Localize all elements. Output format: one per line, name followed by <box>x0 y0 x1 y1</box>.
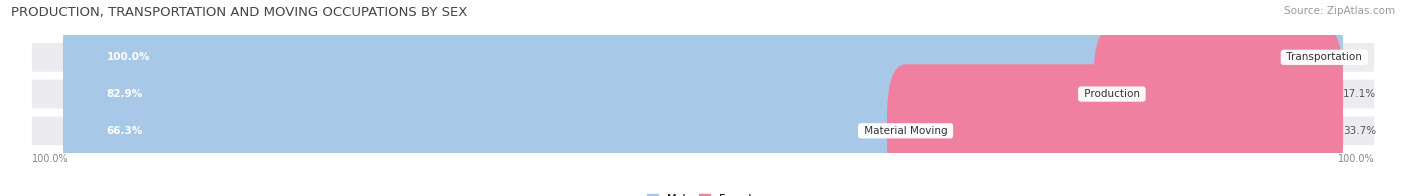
FancyBboxPatch shape <box>63 64 924 196</box>
Text: 17.1%: 17.1% <box>1343 89 1376 99</box>
Text: 66.3%: 66.3% <box>107 126 142 136</box>
Text: 100.0%: 100.0% <box>107 52 150 62</box>
FancyBboxPatch shape <box>32 80 1374 108</box>
Text: 100.0%: 100.0% <box>1337 154 1374 164</box>
Text: 33.7%: 33.7% <box>1343 126 1376 136</box>
Text: Transportation: Transportation <box>1284 52 1365 62</box>
FancyBboxPatch shape <box>1094 28 1343 161</box>
FancyBboxPatch shape <box>32 116 1374 145</box>
Text: Production: Production <box>1081 89 1143 99</box>
FancyBboxPatch shape <box>32 43 1374 72</box>
Text: 82.9%: 82.9% <box>107 89 142 99</box>
Text: Source: ZipAtlas.com: Source: ZipAtlas.com <box>1284 6 1395 16</box>
FancyBboxPatch shape <box>63 0 1343 124</box>
Text: PRODUCTION, TRANSPORTATION AND MOVING OCCUPATIONS BY SEX: PRODUCTION, TRANSPORTATION AND MOVING OC… <box>11 6 468 19</box>
FancyBboxPatch shape <box>63 28 1130 161</box>
FancyBboxPatch shape <box>887 64 1343 196</box>
Text: 100.0%: 100.0% <box>32 154 69 164</box>
Legend: Male, Female: Male, Female <box>643 189 763 196</box>
Text: Material Moving: Material Moving <box>860 126 950 136</box>
